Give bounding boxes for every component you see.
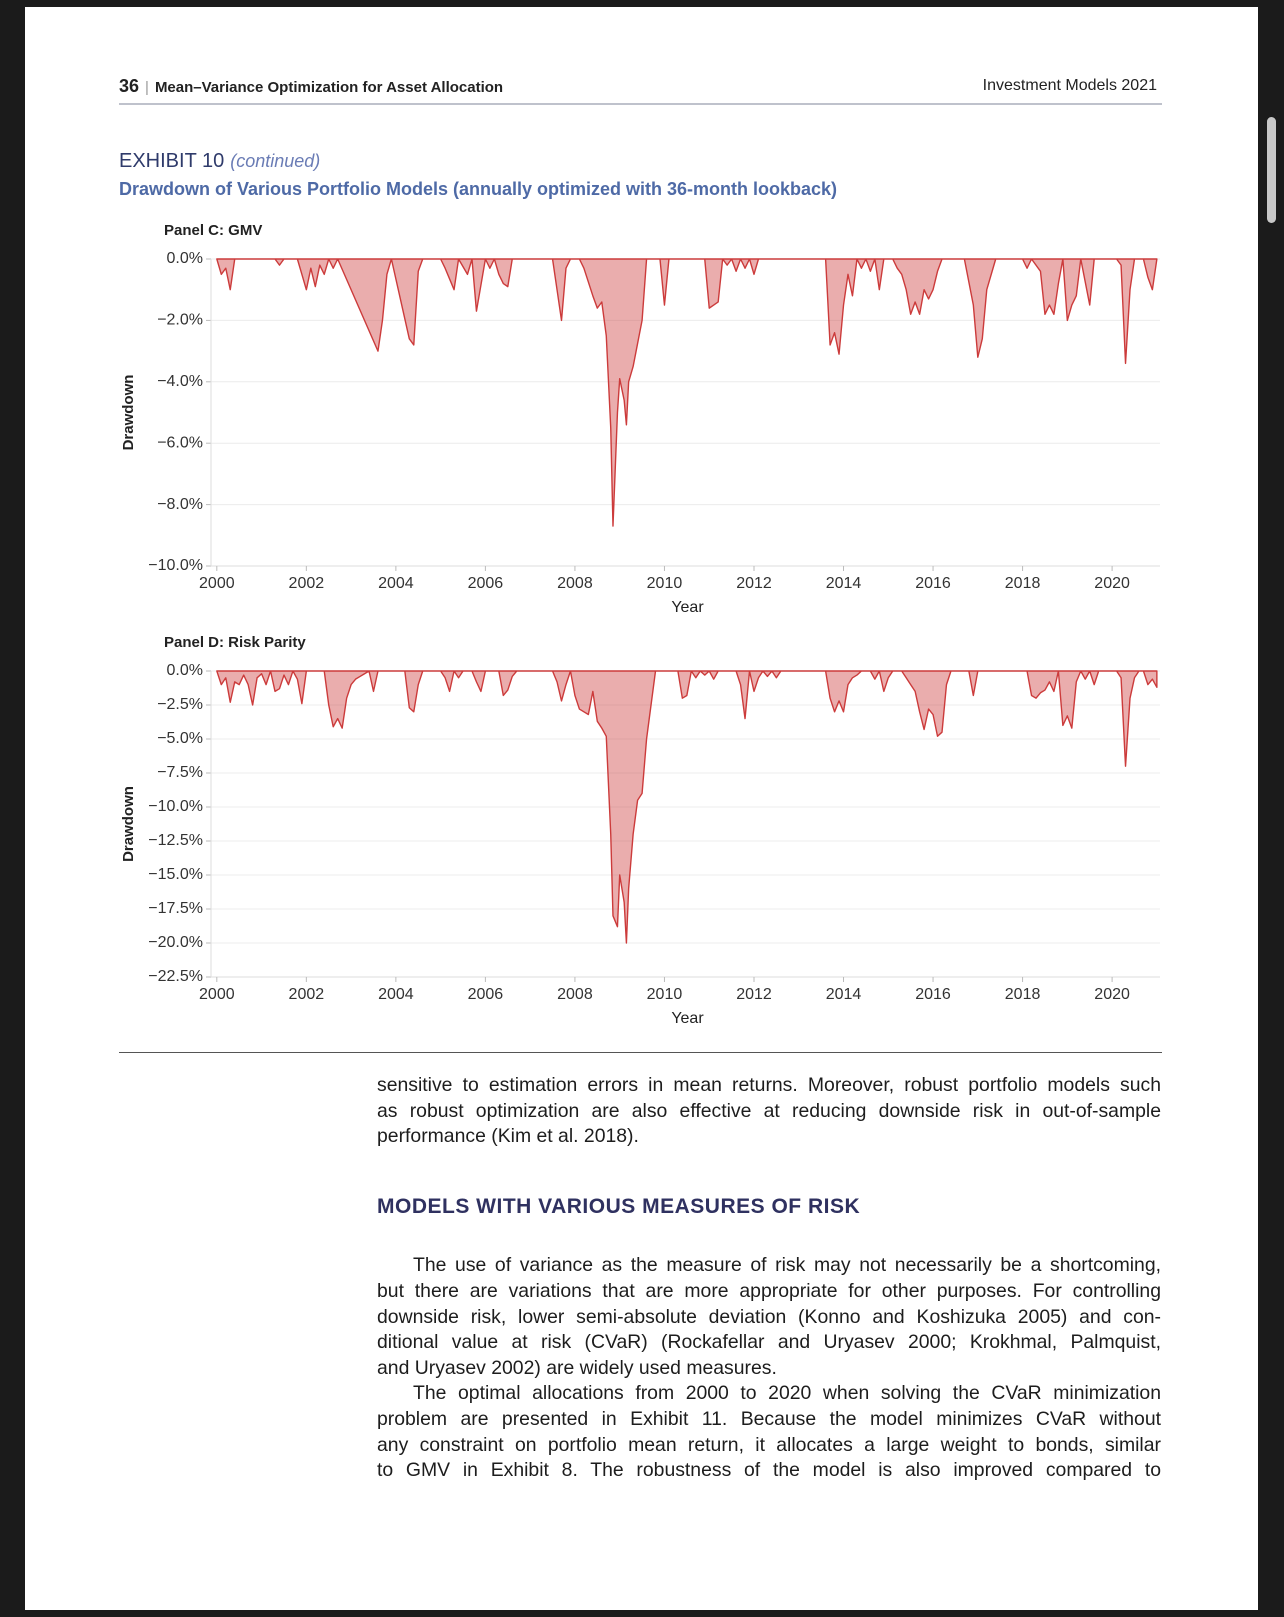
y-tick-label: 0.0% [167,662,203,679]
x-tick-label: 2020 [1094,986,1130,1003]
x-tick-label: 2002 [289,986,325,1003]
exhibit-number: EXHIBIT 10 [119,150,225,172]
text-line: The use of variance as the measure of ri… [413,1254,1161,1277]
exhibit-label: EXHIBIT 10 (continued) [119,150,320,173]
text-line: problem are presented in Exhibit 11. Bec… [377,1407,1161,1430]
x-tick-label: 2016 [915,575,951,592]
y-tick-label: −10.0% [148,557,203,574]
charts: Panel C: GMV Drawdown Year 0.0% −2.0% −4.0% −6… [120,222,1160,1027]
x-tick-label: 2010 [647,575,683,592]
header-rule [119,103,1162,105]
y-tick-label: −12.5% [148,832,203,849]
x-tick-label: 2006 [468,575,504,592]
text-line: to GMV in Exhibit 8. The robustness of t… [377,1459,1161,1482]
panel-title: Panel D: Risk Parity [164,634,306,651]
x-tick-label: 2006 [468,986,504,1003]
x-tick-label: 2020 [1094,575,1130,592]
x-tick-label: 2012 [736,575,772,592]
y-tick-label: −22.5% [148,968,203,985]
y-tick-label: −20.0% [148,934,203,951]
section-heading: MODELS WITH VARIOUS MEASURES OF RISK [377,1194,861,1218]
text-line: performance (Kim et al. 2018). [377,1125,639,1148]
text-line: ditional value at risk (CVaR) (Rockafell… [377,1331,1161,1354]
y-tick-label: −7.5% [157,764,203,781]
x-tick-label: 2008 [557,986,593,1003]
running-header: 36 | Mean–Variance Optimization for Asset … [119,76,503,97]
journal-name: Investment Models 2021 [982,77,1157,94]
y-tick-label: −17.5% [148,900,203,917]
x-tick-label: 2004 [378,986,414,1003]
y-tick-label: −5.0% [157,730,203,747]
x-tick-label: 2008 [557,575,593,592]
x-tick-label: 2000 [199,575,235,592]
running-title: Mean–Variance Optimization for Asset All… [154,79,504,96]
x-tick-label: 2002 [289,575,325,592]
text-line: downside risk, lower semi-absolute devia… [377,1305,1161,1328]
paragraph: The use of variance as the measure of ri… [377,1253,1161,1381]
x-tick-label: 2016 [915,986,951,1003]
paragraph: The optimal allocations from 2000 to 202… [377,1381,1161,1483]
y-tick-label: −2.0% [157,312,203,329]
y-tick-label: −10.0% [148,798,203,815]
y-tick-label: −2.5% [157,696,203,713]
x-tick-label: 2000 [199,986,235,1003]
y-tick-label: −6.0% [157,434,203,451]
separator: | [145,79,149,96]
scrollbar [1267,117,1276,223]
exhibit-title: Drawdown of Various Portfolio Models (an… [119,179,838,199]
x-tick-label: 2012 [736,986,772,1003]
body-text: sensitive to estimation errors in mean r… [377,1073,1161,1484]
text-line: and Uryasev 2002) are widely used measur… [377,1356,777,1379]
x-tick-label: 2014 [826,575,862,592]
text-line: sensitive to estimation errors in mean r… [377,1074,1161,1096]
page-number: 36 [119,76,140,96]
x-tick-label: 2010 [647,986,683,1003]
text-line: The optimal allocations from 2000 to 202… [413,1382,1161,1405]
x-tick-label: 2004 [378,575,414,592]
x-tick-label: 2018 [1005,575,1041,592]
panel-title: Panel C: GMV [164,222,262,239]
y-tick-label: −4.0% [157,373,203,390]
exhibit-rule [119,1052,1162,1053]
page: 36 | Mean–Variance Optimization for Asset … [25,7,1258,1610]
x-tick-label: 2018 [1005,986,1041,1003]
y-tick-label: −15.0% [148,866,203,883]
drawdown-area [216,670,1158,944]
x-tick-label: 2014 [826,986,862,1003]
y-tick-label: 0.0% [167,250,203,267]
y-axis-label: Drawdown [120,786,137,862]
y-tick-label: −8.0% [157,496,203,513]
text-line: but there are variations that are more a… [377,1279,1161,1302]
x-axis-label: Year [671,1010,704,1027]
text-line: any constraint on portfolio mean return,… [377,1433,1161,1456]
text-line: as robust optimization are also effectiv… [377,1099,1161,1122]
exhibit-note: (continued) [230,151,321,171]
x-axis-label: Year [671,599,704,616]
paragraph: sensitive to estimation errors in mean r… [377,1073,1161,1150]
y-axis-label: Drawdown [120,375,137,451]
drawdown-area [216,258,1158,527]
